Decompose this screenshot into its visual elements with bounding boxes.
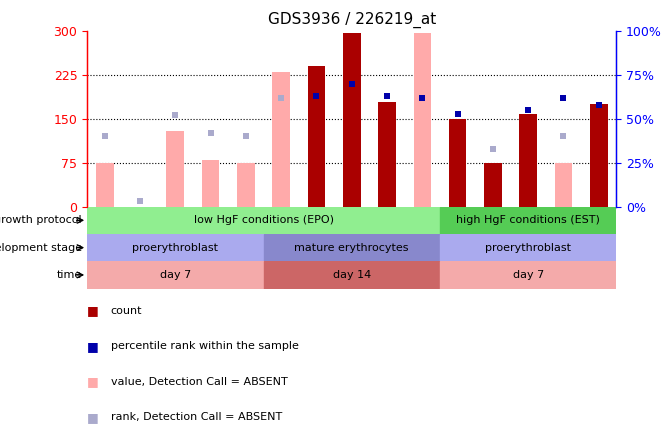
Text: mature erythrocytes: mature erythrocytes: [295, 242, 409, 253]
Text: high HgF conditions (EST): high HgF conditions (EST): [456, 215, 600, 225]
Bar: [87, 261, 263, 289]
Bar: [413, 33, 431, 206]
Text: value, Detection Call = ABSENT: value, Detection Call = ABSENT: [111, 377, 287, 387]
Text: count: count: [111, 306, 142, 316]
Text: proerythroblast: proerythroblast: [485, 242, 572, 253]
Bar: [378, 103, 396, 206]
Bar: [440, 261, 616, 289]
Bar: [166, 131, 184, 206]
Bar: [440, 206, 616, 234]
Bar: [237, 163, 255, 206]
Text: day 14: day 14: [332, 270, 371, 280]
Bar: [343, 33, 360, 206]
Bar: [272, 72, 290, 206]
Text: rank, Detection Call = ABSENT: rank, Detection Call = ABSENT: [111, 412, 282, 422]
Bar: [263, 261, 440, 289]
Bar: [519, 114, 537, 206]
Bar: [96, 163, 114, 206]
Bar: [202, 160, 220, 206]
Bar: [440, 234, 616, 261]
Bar: [87, 206, 440, 234]
Text: ■: ■: [87, 375, 99, 388]
Text: growth protocol: growth protocol: [0, 215, 82, 225]
Bar: [87, 234, 263, 261]
Text: proerythroblast: proerythroblast: [132, 242, 218, 253]
Bar: [590, 104, 608, 206]
Bar: [484, 163, 502, 206]
Text: day 7: day 7: [159, 270, 191, 280]
Text: low HgF conditions (EPO): low HgF conditions (EPO): [194, 215, 334, 225]
Text: percentile rank within the sample: percentile rank within the sample: [111, 341, 298, 351]
Bar: [449, 119, 466, 206]
Bar: [555, 163, 572, 206]
Title: GDS3936 / 226219_at: GDS3936 / 226219_at: [267, 12, 436, 28]
Text: development stage: development stage: [0, 242, 82, 253]
Bar: [308, 66, 325, 206]
Text: time: time: [56, 270, 82, 280]
Text: ■: ■: [87, 304, 99, 317]
Bar: [263, 234, 440, 261]
Text: ■: ■: [87, 411, 99, 424]
Text: ■: ■: [87, 340, 99, 353]
Text: day 7: day 7: [513, 270, 544, 280]
